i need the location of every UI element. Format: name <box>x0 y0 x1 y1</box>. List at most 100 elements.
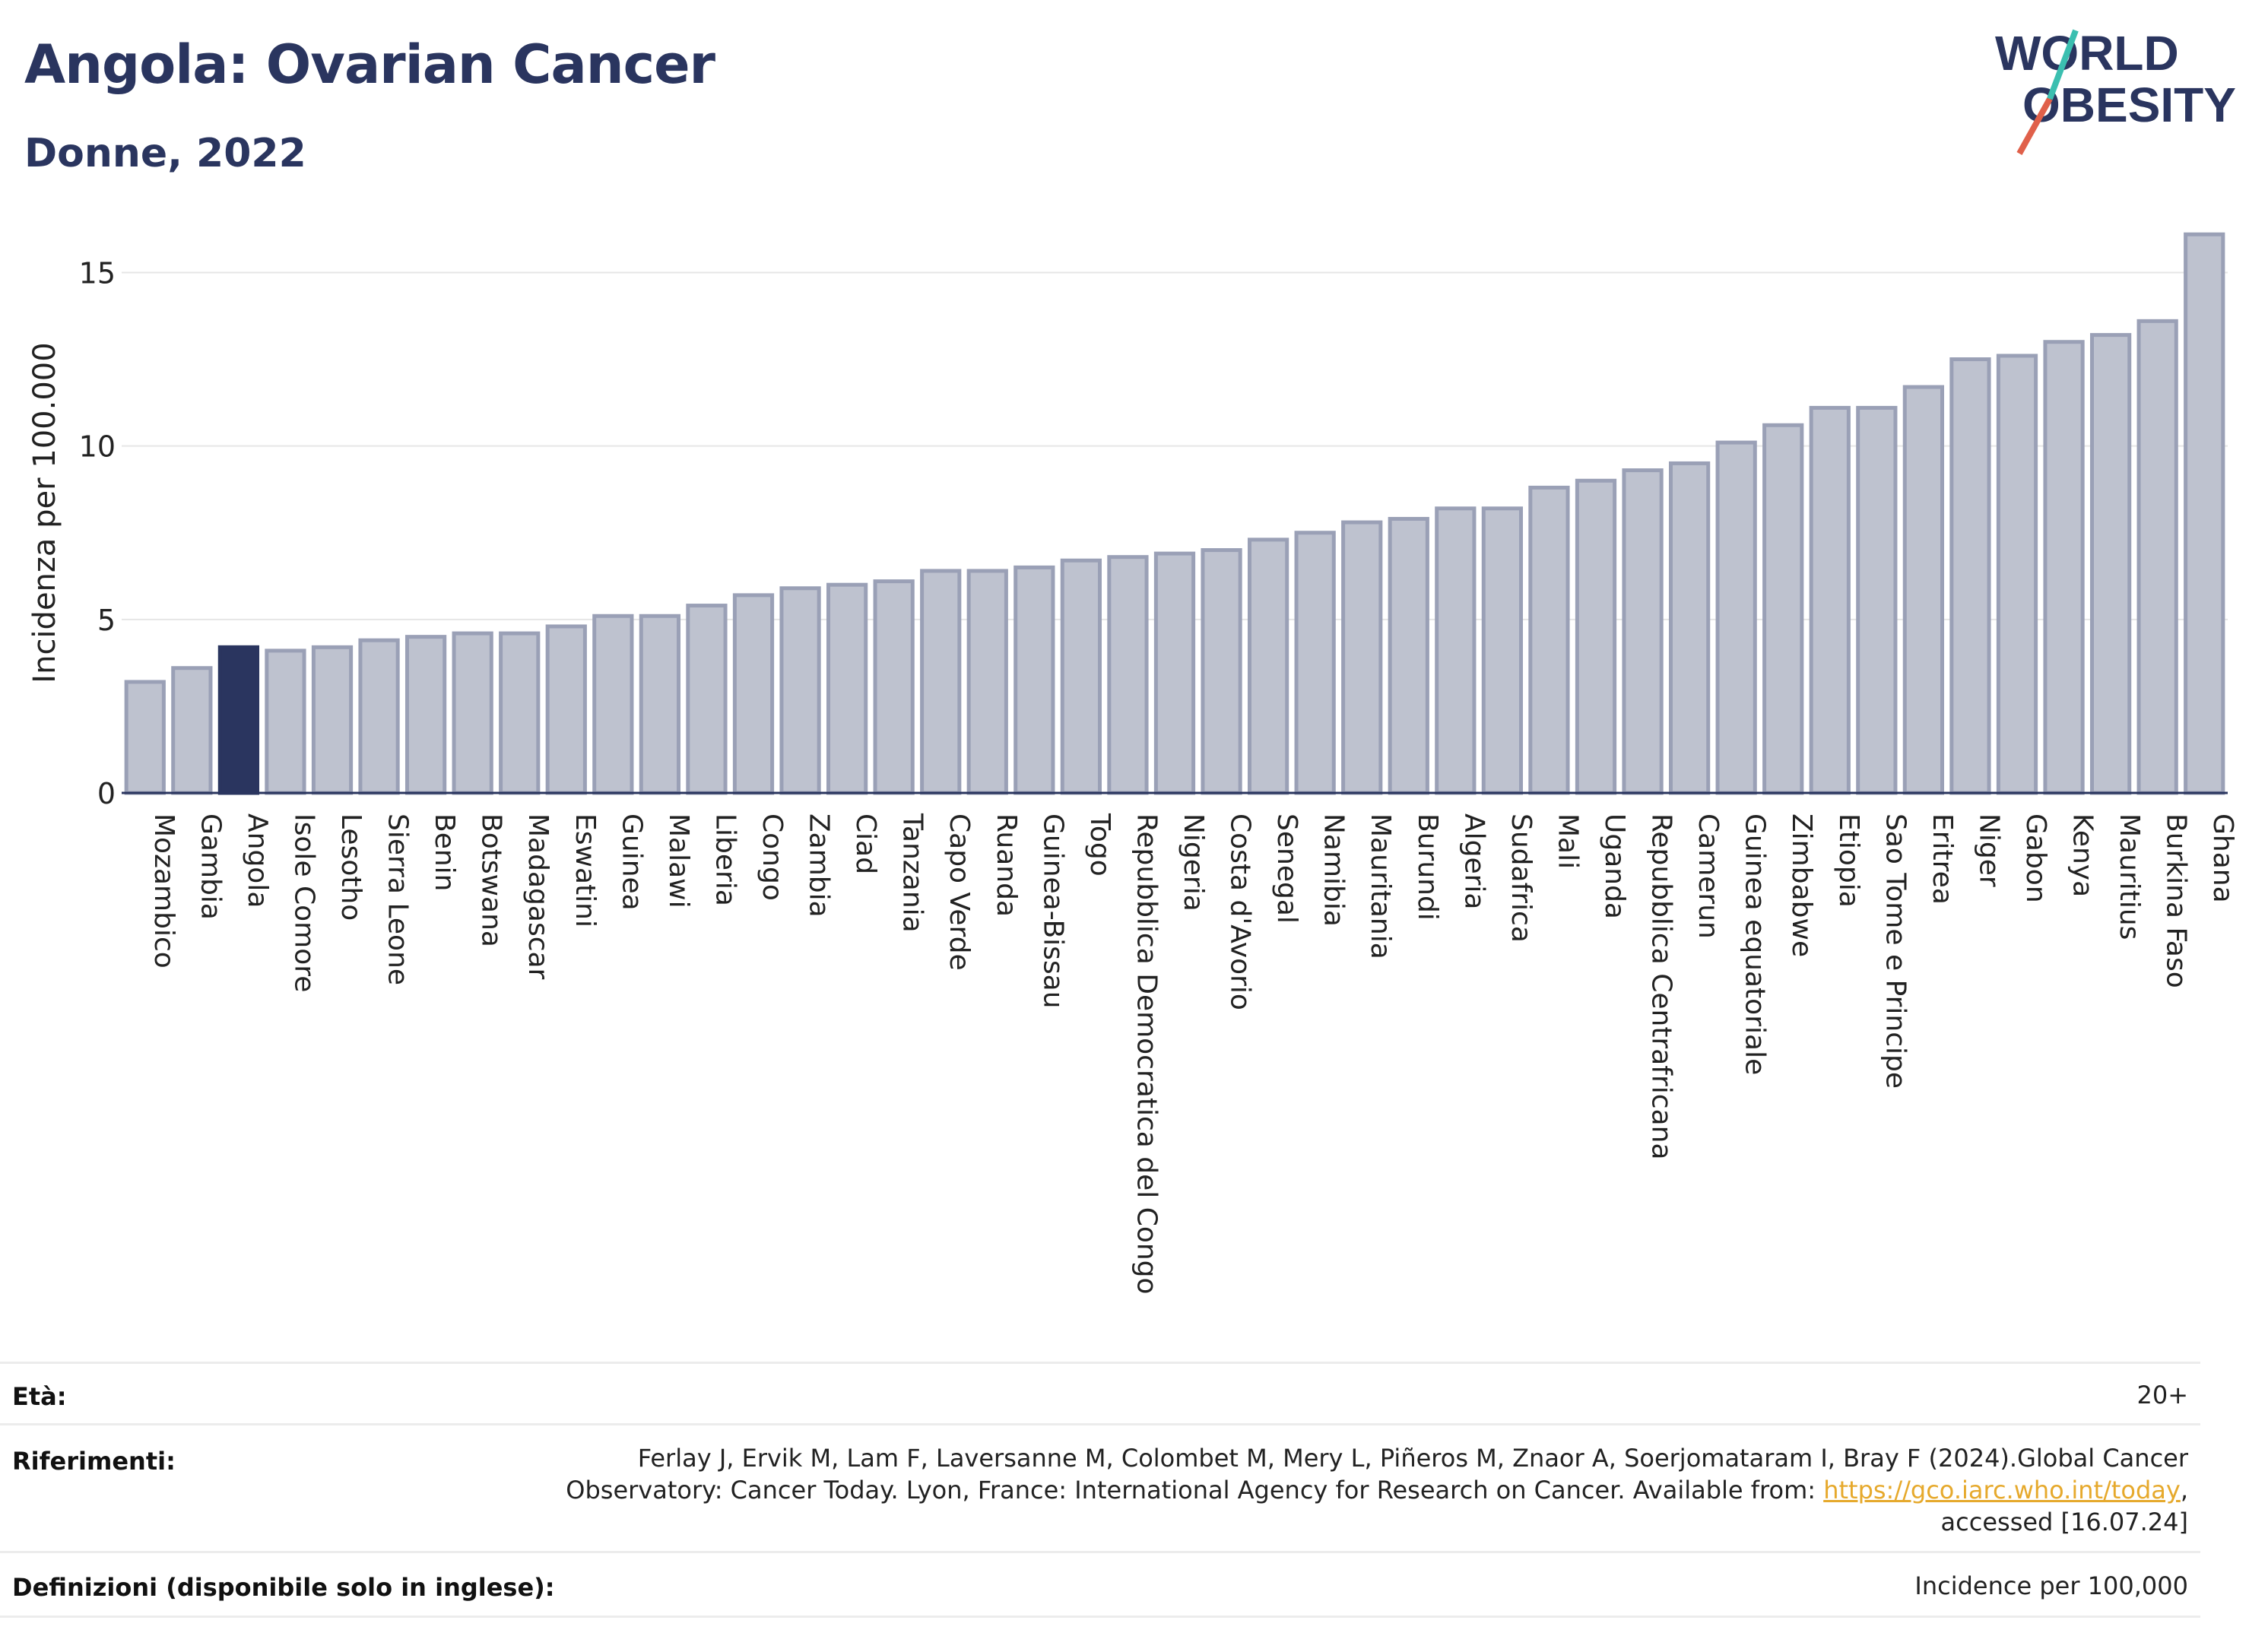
bar <box>2043 340 2085 795</box>
bar <box>545 624 587 795</box>
x-tick-label: Madagascar <box>522 813 554 980</box>
x-tick-label: Gambia <box>195 813 226 920</box>
bar <box>1060 558 1102 795</box>
bar <box>2089 333 2132 795</box>
bar <box>1153 551 1196 795</box>
bar <box>1856 405 1898 795</box>
x-tick-label: Costa d'Avorio <box>1225 813 1256 1010</box>
bar <box>1762 423 1804 795</box>
bar <box>358 638 400 795</box>
world-obesity-logo: WORLD OBESITY <box>1995 26 2235 155</box>
definitions-row: Definizioni (disponibile solo in inglese… <box>0 1551 2200 1618</box>
bar <box>1107 555 1149 795</box>
bar <box>920 569 962 795</box>
bar <box>873 579 915 795</box>
x-tick-label: Eswatini <box>569 813 601 927</box>
definitions-value: Incidence per 100,000 <box>1914 1571 2188 1600</box>
bar <box>452 631 493 795</box>
x-tick-label: Benin <box>429 813 460 891</box>
bar <box>1013 565 1055 795</box>
bar <box>1341 520 1383 795</box>
chart-subtitle: Donne, 2022 <box>24 131 306 176</box>
x-tick-label: Algeria <box>1458 813 1489 910</box>
x-tick-label: Liberia <box>709 813 741 906</box>
x-tick-label: Etiopia <box>1833 813 1864 908</box>
x-tick-label: Nigeria <box>1178 813 1209 912</box>
bar <box>1902 385 1945 795</box>
bar <box>1247 537 1289 795</box>
bar <box>1201 548 1242 795</box>
x-tick-label: Togo <box>1084 813 1115 877</box>
svg-text:WORLD: WORLD <box>1995 26 2179 81</box>
x-tick-label: Repubblica Democratica del Congo <box>1131 813 1162 1295</box>
x-tick-label: Botswana <box>476 813 507 947</box>
x-tick-label: Mauritius <box>2114 813 2145 940</box>
x-tick-label: Mozambico <box>148 813 179 969</box>
bar <box>1668 461 1711 795</box>
x-tick-label: Niger <box>1973 813 2004 887</box>
bar <box>1996 354 2038 795</box>
bar <box>686 604 728 795</box>
x-tick-label: Repubblica Centrafricana <box>1646 813 1677 1160</box>
x-tick-label: Namibia <box>1318 813 1350 927</box>
definitions-label: Definizioni (disponibile solo in inglese… <box>12 1573 555 1602</box>
x-tick-label: Gabon <box>2020 813 2051 903</box>
age-label: Età: <box>12 1382 67 1411</box>
y-tick-label: 10 <box>79 430 116 464</box>
x-tick-label: Zambia <box>804 813 835 918</box>
x-tick-label: Sao Tome e Principe <box>1879 813 1911 1089</box>
chart-title: Angola: Ovarian Cancer <box>24 33 715 96</box>
x-tick-label: Senegal <box>1271 813 1302 924</box>
x-tick-label: Ciad <box>850 813 881 874</box>
bar <box>1575 478 1617 795</box>
x-tick-label: Angola <box>242 813 273 908</box>
bar <box>1949 357 1991 795</box>
bar <box>779 586 821 795</box>
x-tick-label: Mauritania <box>1365 813 1396 959</box>
x-tick-label: Burundi <box>1412 813 1443 921</box>
x-tick-label: Guinea equatoriale <box>1740 813 1771 1075</box>
bar <box>499 631 541 795</box>
x-tick-label: Ghana <box>2207 813 2238 903</box>
x-tick-label: Tanzania <box>897 813 928 933</box>
bar <box>1528 485 1570 795</box>
y-tick-label: 15 <box>79 256 116 290</box>
bar <box>1809 405 1851 795</box>
y-tick-label: 0 <box>97 777 116 810</box>
x-tick-label: Burkina Faso <box>2161 813 2192 988</box>
x-tick-label: Zimbabwe <box>1786 813 1817 957</box>
references-link[interactable]: https://gco.iarc.who.int/today <box>1823 1476 2181 1505</box>
bar <box>1388 516 1429 795</box>
x-tick-label: Capo Verde <box>944 813 975 971</box>
x-tick-label: Lesotho <box>335 813 366 921</box>
references-text: Ferlay J, Ervik M, Lam F, Laversanne M, … <box>566 1444 2188 1536</box>
age-row: Età: 20+ <box>0 1362 2200 1425</box>
bar <box>966 569 1008 795</box>
bar <box>217 645 260 795</box>
bar <box>732 593 775 795</box>
x-tick-label: Ruanda <box>991 813 1022 917</box>
references-row: Riferimenti: Ferlay J, Ervik M, Lam F, L… <box>0 1423 2200 1553</box>
bar <box>171 666 213 795</box>
bar <box>124 680 166 795</box>
y-axis-label: Incidenza per 100.000 <box>27 342 62 683</box>
bar <box>1622 468 1664 795</box>
bar <box>1715 440 1757 795</box>
x-tick-label: Congo <box>757 813 788 901</box>
age-value: 20+ <box>2136 1381 2188 1409</box>
bar <box>311 645 354 795</box>
y-tick-label: 5 <box>97 604 116 637</box>
x-tick-label: Eritrea <box>1927 813 1958 905</box>
bar <box>592 614 634 795</box>
x-tick-label: Sudafrica <box>1505 813 1537 943</box>
bar <box>265 648 306 795</box>
bar <box>639 614 681 795</box>
bar <box>1435 506 1477 795</box>
bar <box>826 582 868 795</box>
x-tick-label: Kenya <box>2067 813 2098 897</box>
x-tick-label: Isole Comore <box>288 813 319 992</box>
bar <box>2136 319 2178 795</box>
references-label: Riferimenti: <box>12 1447 176 1476</box>
bar <box>1294 531 1336 795</box>
svg-text:OBESITY: OBESITY <box>2022 78 2235 132</box>
